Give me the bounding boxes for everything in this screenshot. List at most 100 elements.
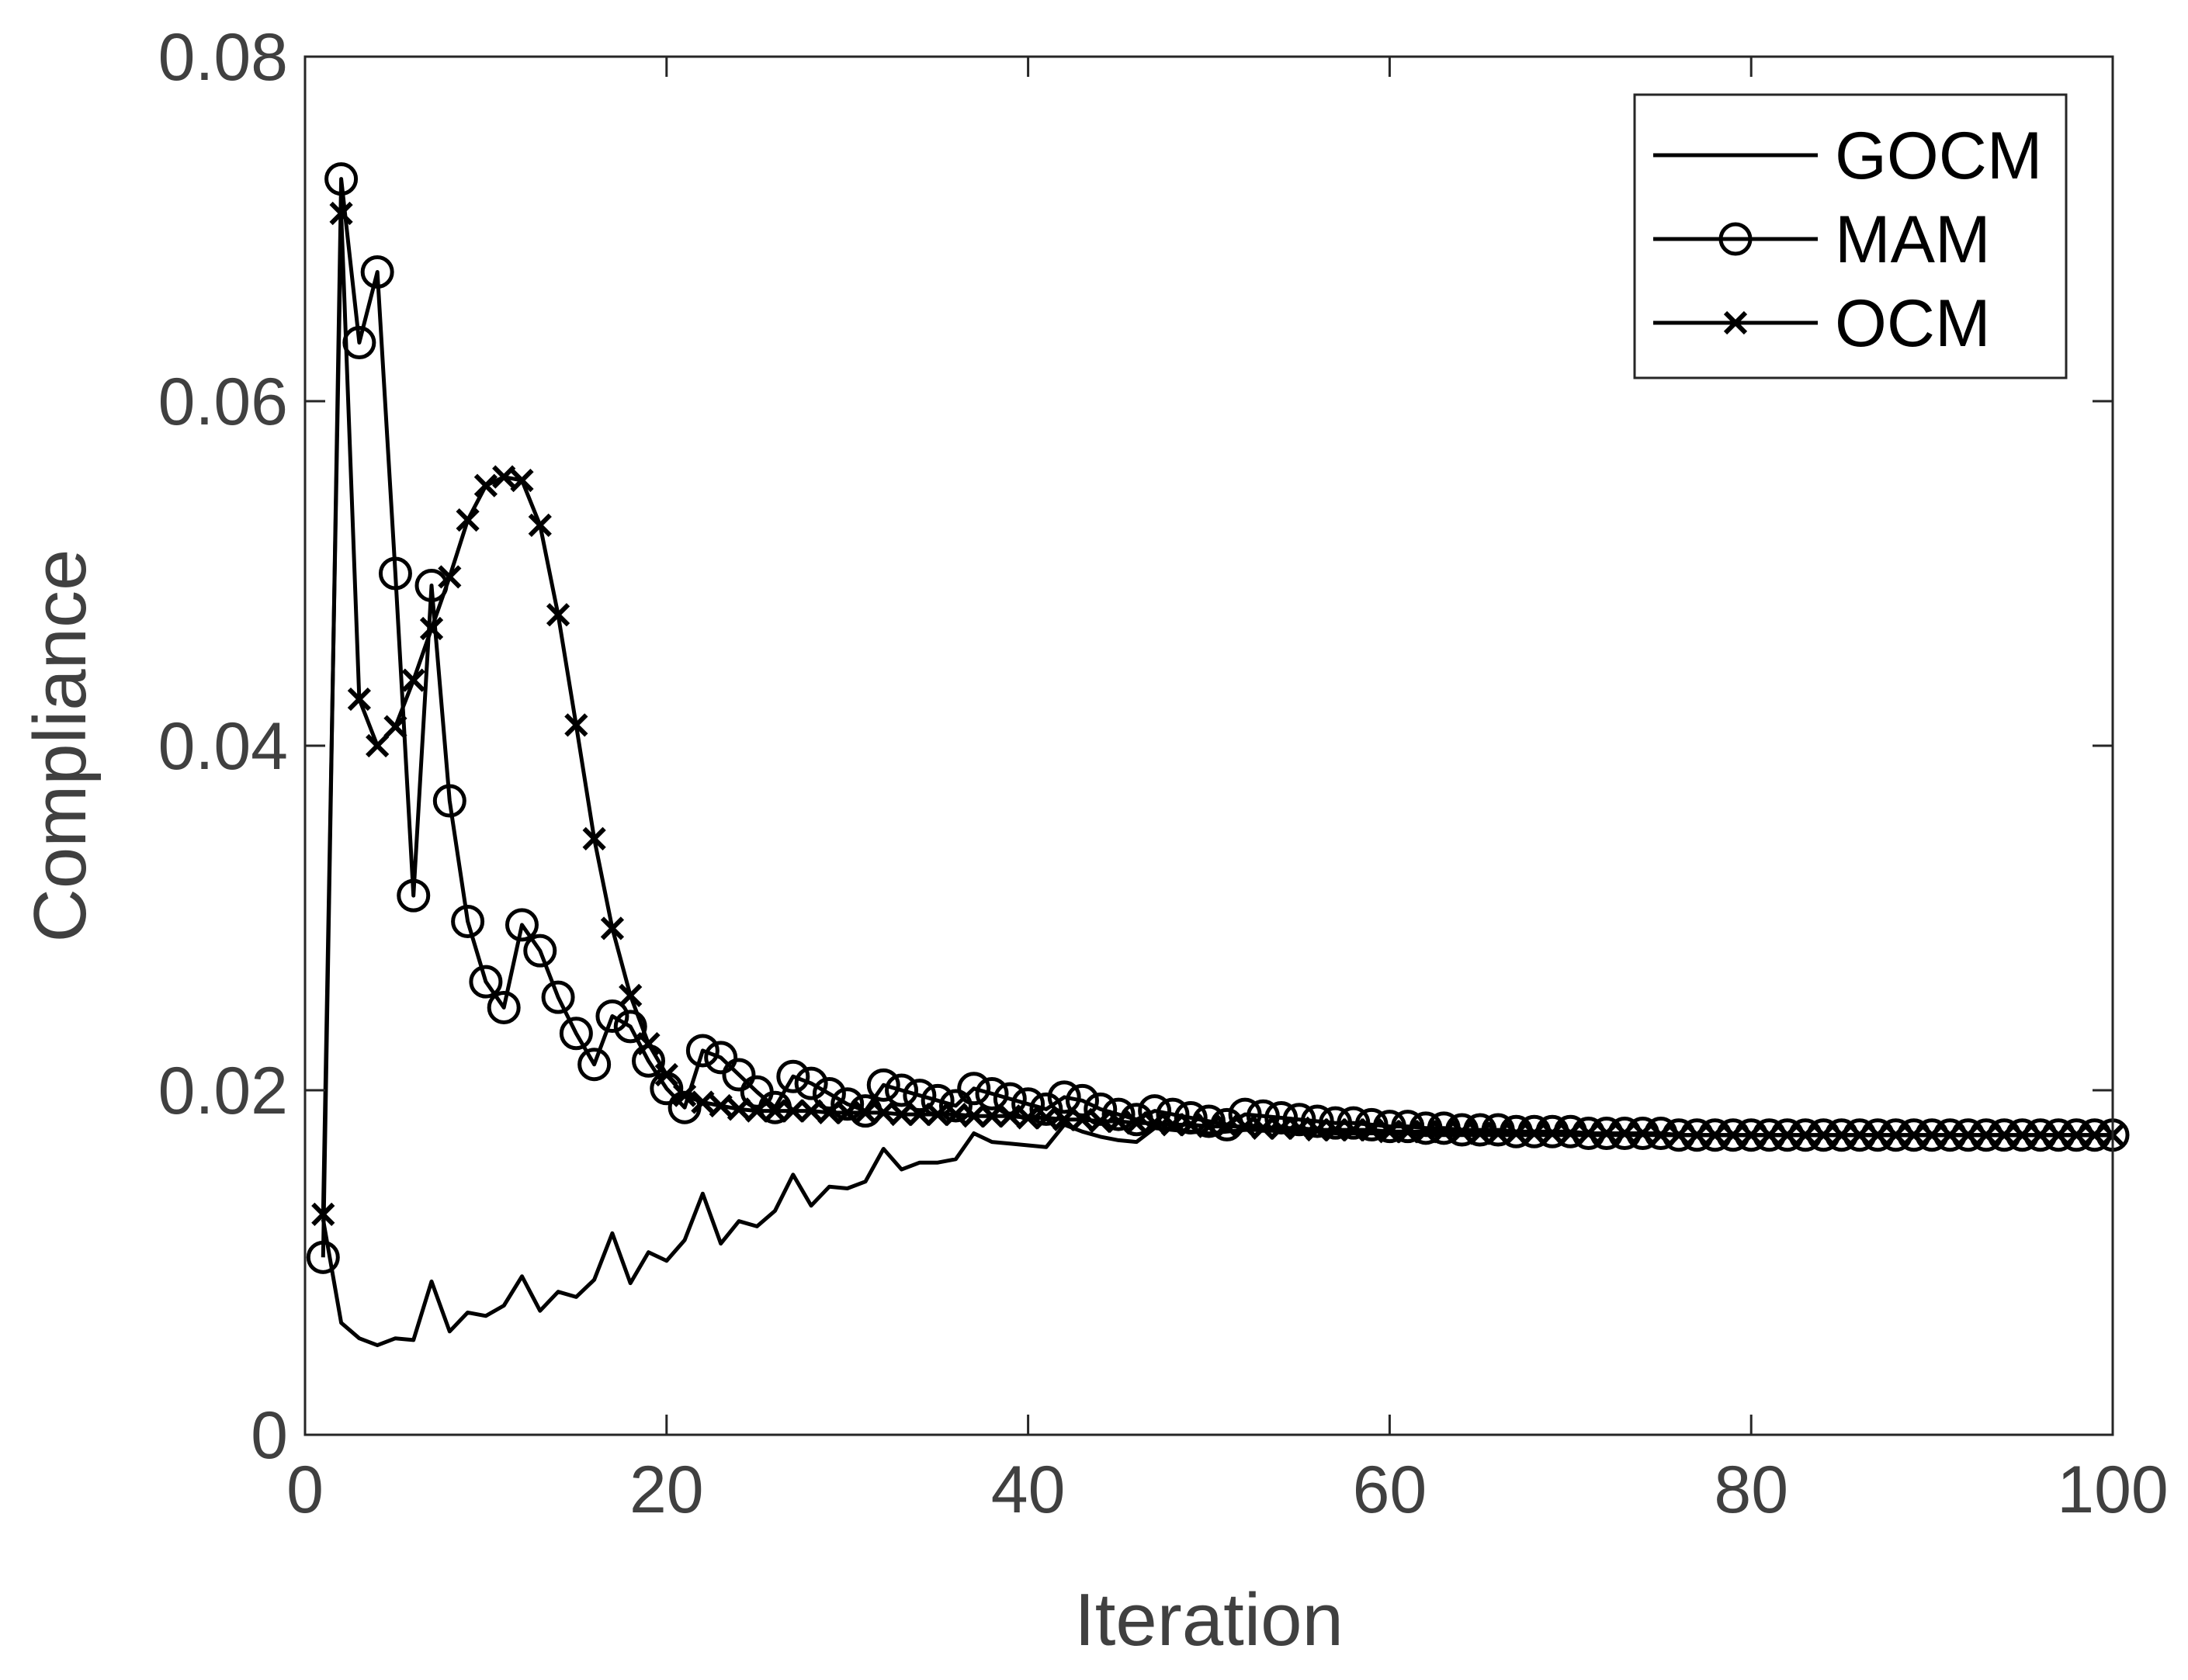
- data-point-ocm: [1594, 1121, 1619, 1145]
- data-point-ocm: [564, 713, 588, 737]
- plot-area: [306, 162, 2130, 1348]
- legend-item-mam: MAM: [1653, 203, 1991, 277]
- data-point-ocm: [1016, 1106, 1040, 1130]
- legend-marker-mam: [1718, 222, 1753, 256]
- data-point-ocm: [1919, 1123, 1944, 1147]
- data-point-ocm: [438, 565, 462, 589]
- data-point-ocm: [473, 473, 498, 497]
- data-point-ocm: [1378, 1120, 1402, 1144]
- data-point-mam: [397, 878, 431, 913]
- data-point-ocm: [889, 1102, 914, 1127]
- y-tick-label: 0.02: [158, 1054, 288, 1128]
- x-tick-label: 40: [991, 1453, 1066, 1527]
- data-point-ocm: [1847, 1123, 1872, 1147]
- data-point-mam: [577, 1048, 612, 1082]
- data-point-ocm: [2010, 1123, 2034, 1147]
- data-point-mam: [885, 1073, 919, 1107]
- data-point-ocm: [763, 1099, 787, 1123]
- legend-marker-ocm: [1723, 310, 1748, 335]
- data-point-ocm: [1884, 1123, 1908, 1147]
- data-point-ocm: [1251, 1116, 1275, 1140]
- data-point-ocm: [1757, 1123, 1781, 1147]
- data-point-ocm: [980, 1104, 1004, 1128]
- data-point-ocm: [835, 1100, 859, 1124]
- data-point-ocm: [1649, 1123, 1673, 1147]
- data-point-mam: [595, 999, 629, 1034]
- y-axis-title: Compliance: [19, 549, 102, 943]
- data-point-mam: [541, 980, 575, 1014]
- data-point-mam: [1101, 1097, 1136, 1131]
- data-point-ocm: [817, 1100, 841, 1124]
- data-point-mam: [812, 1076, 846, 1110]
- series-gocm: [321, 1122, 2113, 1348]
- data-point-mam: [776, 1059, 810, 1093]
- data-point-ocm: [329, 201, 353, 226]
- data-point-ocm: [1160, 1113, 1185, 1137]
- data-point-ocm: [1468, 1121, 1492, 1145]
- data-point-ocm: [1938, 1123, 1962, 1147]
- data-point-ocm: [907, 1102, 931, 1127]
- data-point-ocm: [1793, 1123, 1818, 1147]
- x-tick-label: 80: [1714, 1453, 1788, 1527]
- x-tick-label: 100: [2057, 1453, 2169, 1527]
- data-point-mam: [1156, 1097, 1190, 1131]
- data-point-ocm: [510, 468, 534, 493]
- y-tick-label: 0.06: [158, 365, 288, 439]
- data-point-ocm: [926, 1102, 950, 1127]
- data-point-ocm: [1739, 1123, 1763, 1147]
- data-point-ocm: [1703, 1123, 1727, 1147]
- data-point-mam: [1300, 1104, 1334, 1138]
- data-point-mam: [378, 556, 412, 591]
- data-point-mam: [324, 162, 359, 196]
- legend-label-gocm: GOCM: [1835, 119, 2043, 193]
- data-point-ocm: [853, 1100, 878, 1124]
- data-point-ocm: [419, 616, 444, 641]
- data-point-ocm: [1775, 1123, 1799, 1147]
- data-point-ocm: [401, 668, 425, 692]
- data-point-mam: [505, 908, 539, 942]
- data-point-ocm: [582, 826, 606, 851]
- data-point-ocm: [745, 1099, 769, 1123]
- series-line-gocm: [321, 1122, 2113, 1348]
- data-point-mam: [1029, 1092, 1063, 1126]
- data-point-ocm: [383, 715, 407, 739]
- data-point-mam: [613, 1010, 647, 1044]
- data-point-ocm: [1866, 1123, 1890, 1147]
- legend-label-ocm: OCM: [1835, 286, 1991, 361]
- x-tick-label: 20: [629, 1453, 704, 1527]
- y-tick-label: 0.04: [158, 709, 288, 784]
- data-point-mam: [451, 904, 485, 938]
- axis-ticks: 0 20 40 60 80 100 0 0.02 0.04 0.06 0.08: [158, 20, 2169, 1527]
- data-point-ocm: [546, 603, 570, 627]
- data-point-ocm: [1215, 1114, 1239, 1138]
- data-point-ocm: [528, 513, 552, 537]
- data-point-mam: [523, 934, 557, 968]
- data-point-mam: [794, 1066, 828, 1100]
- data-point-ocm: [2065, 1123, 2089, 1147]
- data-point-ocm: [1052, 1107, 1077, 1131]
- data-point-mam: [360, 255, 394, 289]
- data-point-mam: [1047, 1080, 1081, 1114]
- data-point-ocm: [1269, 1116, 1293, 1140]
- data-point-ocm: [1125, 1111, 1149, 1135]
- data-point-ocm: [1396, 1120, 1420, 1144]
- data-point-ocm: [456, 508, 480, 532]
- data-point-ocm: [654, 1062, 678, 1087]
- data-point-ocm: [1504, 1121, 1528, 1145]
- data-point-mam: [1174, 1101, 1208, 1135]
- data-point-mam: [469, 965, 503, 999]
- data-point-ocm: [1812, 1123, 1836, 1147]
- data-point-ocm: [492, 465, 516, 489]
- data-point-mam: [830, 1087, 865, 1121]
- data-point-ocm: [1540, 1121, 1565, 1145]
- data-point-mam: [1264, 1101, 1299, 1135]
- data-point-ocm: [1306, 1117, 1330, 1142]
- x-axis-title: Iteration: [1074, 1578, 1344, 1661]
- series-line-ocm: [321, 211, 2113, 1214]
- data-point-mam: [1065, 1083, 1099, 1117]
- data-point-ocm: [1323, 1117, 1347, 1142]
- data-point-ocm: [1432, 1120, 1456, 1144]
- data-point-mam: [487, 990, 521, 1024]
- data-point-mam: [432, 784, 466, 818]
- y-tick-label: 0: [251, 1398, 288, 1473]
